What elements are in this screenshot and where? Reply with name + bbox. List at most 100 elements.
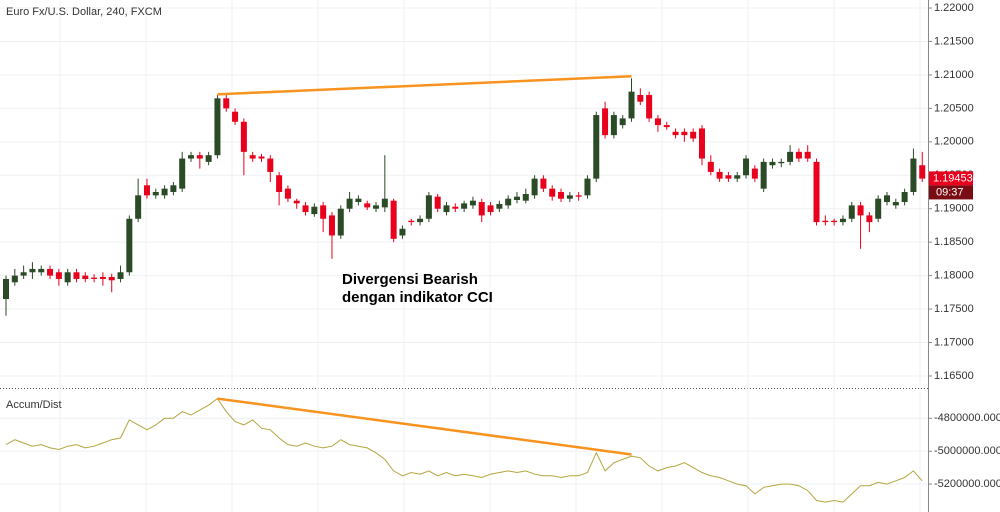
indicator-line [5, 397, 923, 503]
candle-body [73, 272, 80, 279]
candle-body [196, 155, 203, 159]
candle-body [575, 195, 582, 197]
y-tick-label: 1.20500 [934, 102, 974, 114]
candle-body [99, 276, 106, 279]
candle-body [690, 131, 697, 139]
candle-body [337, 208, 344, 236]
candle-body [399, 228, 406, 236]
candle-body [663, 125, 670, 128]
candle-body [707, 161, 714, 172]
candle-body [522, 194, 529, 201]
candle-body [390, 200, 397, 239]
candle-body [813, 161, 820, 223]
candle-body [91, 277, 98, 279]
y-tick-label: 1.17000 [934, 336, 974, 348]
candle-body [734, 175, 741, 179]
countdown-box [929, 185, 973, 200]
candle-body [602, 108, 609, 136]
candle-body [778, 161, 785, 164]
last-price-box [929, 171, 973, 186]
candle-body [126, 218, 133, 273]
candle-body [584, 178, 591, 196]
candle-body [822, 220, 829, 223]
candle-body [311, 206, 318, 215]
candle-body [654, 118, 661, 126]
candle-body [267, 158, 274, 172]
candle-body [637, 94, 644, 102]
candle-body [558, 191, 565, 199]
y-tick-label: 1.19000 [934, 203, 974, 215]
candle-body [866, 215, 873, 223]
candle-body [64, 272, 71, 283]
candle-body [919, 165, 926, 179]
candle-body [804, 151, 811, 159]
candle-body [38, 268, 45, 273]
candle-body [47, 268, 54, 276]
candle-body [249, 155, 256, 159]
candle-body [434, 196, 441, 209]
candle-body [452, 206, 459, 209]
candle-body [179, 158, 186, 189]
candle-body [152, 191, 159, 196]
y-tick-label: 1.17500 [934, 303, 974, 315]
candle-body [302, 205, 309, 213]
candle-body [143, 185, 150, 196]
candle-body [848, 205, 855, 219]
candle-body [408, 220, 415, 223]
candle-body [276, 175, 283, 192]
candle-body [672, 131, 679, 136]
candle-body [531, 178, 538, 196]
candle-body [610, 115, 617, 136]
candle-body [743, 158, 750, 176]
candle-body [328, 215, 335, 236]
candle-body [831, 220, 838, 223]
candle-body [478, 202, 485, 216]
candle-body [20, 272, 27, 276]
candle-body [11, 275, 18, 283]
candle-body [293, 200, 300, 204]
candle-body [901, 191, 908, 203]
candle-body [425, 195, 432, 219]
candle-body [857, 205, 864, 216]
annotation: Divergensi Bearish [342, 271, 478, 288]
candle-body [381, 198, 388, 208]
candle-body [619, 118, 626, 126]
candle-body [892, 202, 899, 206]
candle-body [461, 203, 468, 209]
last-price-label: 1.19453 [933, 172, 973, 184]
candle-body [223, 98, 230, 109]
candle-body [751, 168, 758, 179]
candle-body [214, 98, 221, 156]
candle-body [417, 218, 424, 223]
y-tick-label: -5200000.0000 [934, 478, 1000, 490]
candle-body [355, 198, 362, 203]
y-tick-label: 1.18500 [934, 236, 974, 248]
trendline [217, 397, 632, 456]
candle-body [716, 171, 723, 179]
candle-body [82, 275, 89, 279]
candle-body [884, 195, 890, 203]
y-tick-label: -5000000.0000 [934, 445, 1000, 457]
candle-body [117, 272, 124, 279]
candle-body [346, 198, 353, 209]
candle-body [769, 161, 776, 166]
candle-body [513, 196, 520, 201]
candle-body [55, 272, 62, 279]
candle-body [566, 195, 573, 199]
candle-body [364, 203, 371, 208]
candle-body [469, 200, 476, 206]
candle-body [161, 188, 168, 196]
y-tick-label: 1.21000 [934, 69, 974, 81]
candle-body [108, 276, 115, 281]
countdown-label: 09:37 [936, 186, 964, 198]
candle-body [373, 205, 380, 209]
candle-body [3, 278, 9, 300]
y-tick-label: 1.16500 [934, 370, 974, 382]
candle-body [487, 205, 494, 213]
candle-body [910, 158, 917, 192]
candle-body [698, 128, 705, 159]
candle-body [628, 91, 635, 119]
candle-body [839, 218, 846, 223]
